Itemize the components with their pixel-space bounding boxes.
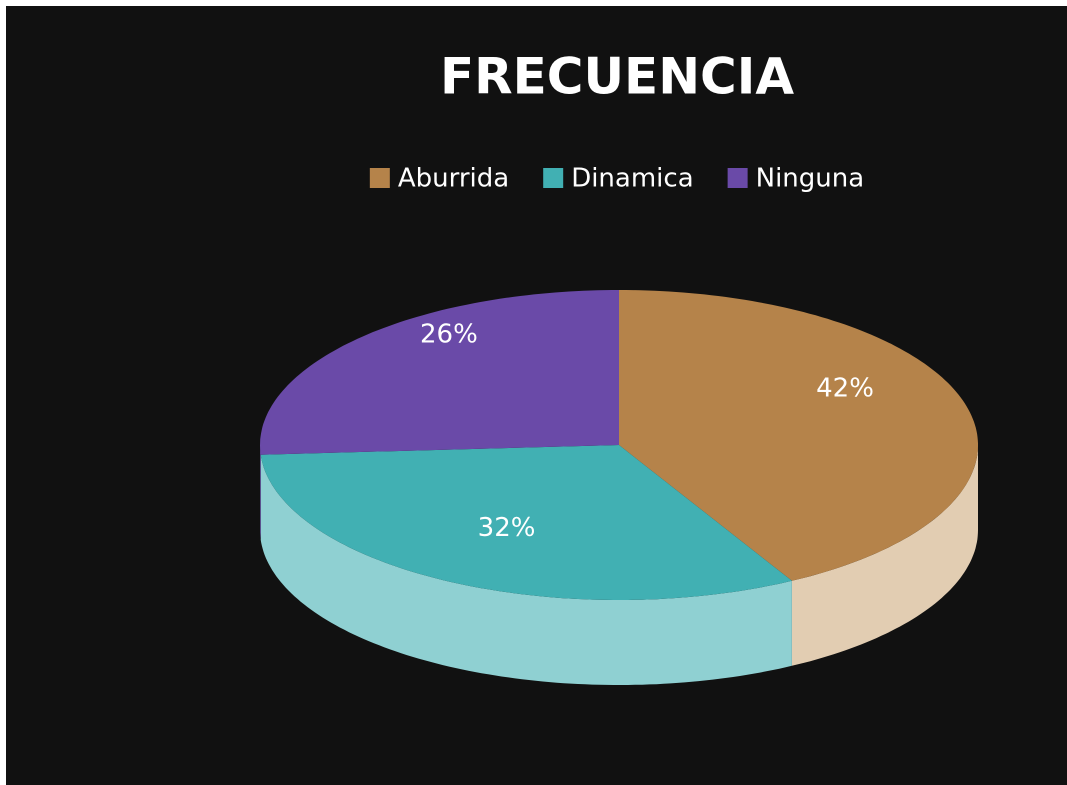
pie-side: [260, 445, 261, 540]
legend: Aburrida Dinamica Ninguna: [369, 164, 865, 194]
data-label: 42%: [816, 374, 874, 404]
pie-slice: [260, 445, 792, 600]
legend-swatch: [543, 168, 564, 188]
legend-swatch: [369, 168, 390, 188]
pie-side: [791, 445, 978, 666]
pie-slice: [619, 290, 978, 581]
legend-label: Dinamica: [571, 164, 693, 194]
legend-label: Ninguna: [756, 164, 865, 194]
data-label: 32%: [478, 513, 536, 543]
chart-title: FRECUENCIA: [440, 48, 794, 106]
pie-slice: [260, 290, 619, 455]
pie-side: [260, 454, 792, 685]
legend-swatch: [727, 168, 748, 188]
data-label: 26%: [420, 320, 478, 350]
legend-label: Aburrida: [398, 164, 509, 194]
